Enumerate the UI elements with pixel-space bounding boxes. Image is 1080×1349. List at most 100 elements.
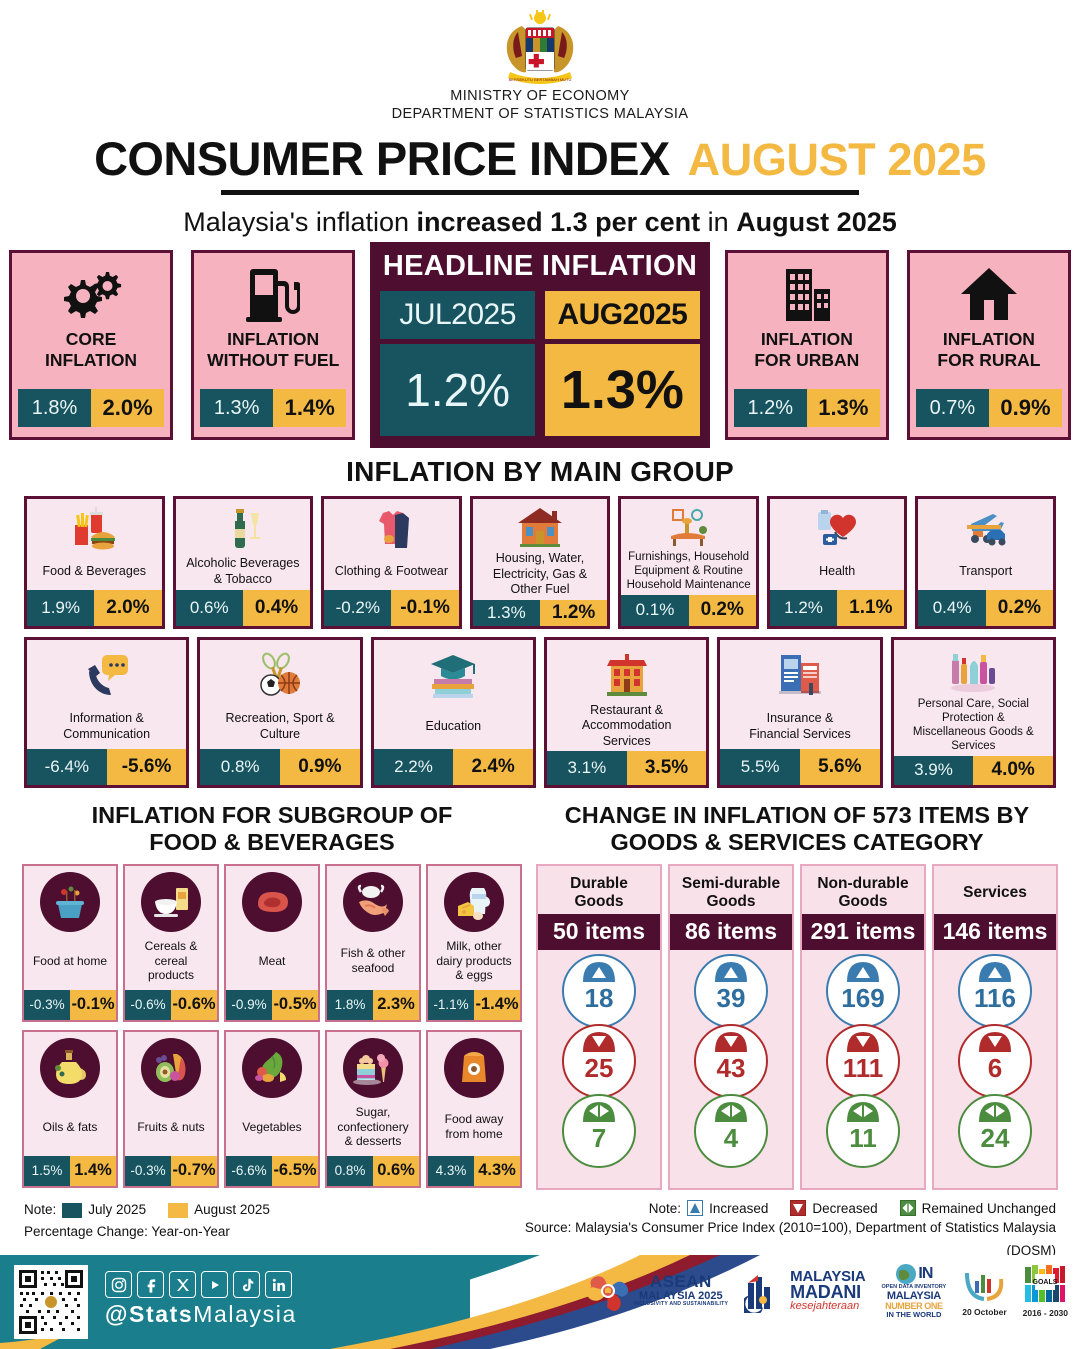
headline-august-column: AUG2025 1.3%: [545, 291, 700, 437]
main-group-values: -6.4% -5.6%: [27, 749, 187, 786]
arrow-up-icon: [581, 960, 617, 989]
food-subgroup-values: 1.5% 1.4%: [24, 1155, 116, 1186]
takeaway-bag-icon: [444, 1037, 504, 1098]
main-group-label: Insurance & Financial Services: [749, 711, 851, 741]
value-august: -0.5%: [272, 989, 318, 1020]
value-august: 1.4%: [70, 1155, 116, 1186]
value-july: -0.3%: [24, 989, 70, 1020]
category-name: Durable Goods: [570, 874, 628, 910]
social-handle: @StatsMalaysia: [105, 1301, 297, 1328]
stats-day-line1: 20 October: [962, 1306, 1007, 1317]
sdg-malaysia-logo: GOALS 2016 - 2030: [1023, 1263, 1068, 1318]
value-july: 1.9%: [26, 590, 95, 627]
partner-logos: ASEAN MALAYSIA 2025 INCLUSIVITY AND SUST…: [586, 1263, 1068, 1319]
category-card-non-durable-goods: Non-durable Goods 291 items 169 111 11: [800, 863, 926, 1190]
asean-malaysia-2025-logo: ASEAN MALAYSIA 2025 INCLUSIVITY AND SUST…: [586, 1269, 729, 1313]
category-item-count: 291 items: [802, 913, 924, 950]
food-subgroup-card: Vegetables -6.6% -6.5%: [224, 1029, 320, 1188]
qr-code[interactable]: [14, 1265, 88, 1339]
facebook-icon[interactable]: [137, 1271, 164, 1298]
food-subgroup-card: Food away from home 4.3% 4.3%: [426, 1029, 522, 1188]
arrow-up-icon: [977, 960, 1013, 989]
x-twitter-icon[interactable]: [169, 1271, 196, 1298]
goods-services-category-panel: CHANGE IN INFLATION OF 573 ITEMS BY GOOD…: [536, 802, 1058, 1190]
footnotes-right: Note: Increased Decreased Remained Uncha…: [494, 1199, 1056, 1263]
value-august: 0.2%: [688, 594, 756, 627]
main-group-label: Health: [819, 564, 856, 579]
fuel-pump-icon: [246, 263, 301, 325]
main-group-label: Furnishings, Household Equipment & Routi…: [626, 550, 751, 592]
food-subgroup-values: 1.8% 2.3%: [327, 989, 419, 1020]
unchanged-count: 4: [723, 1122, 739, 1153]
main-group-card: Food & Beverages 1.9% 2.0%: [23, 496, 165, 630]
footnotes-left: Note: July 2025 August 2025 Percentage C…: [24, 1200, 494, 1263]
page-header: BERSEKUTU BERTAMBAH MUTU MINISTRY OF ECO…: [0, 0, 1080, 238]
value-august: 0.2%: [985, 590, 1054, 627]
odin-line3: MALAYSIA: [886, 1289, 941, 1302]
food-subgroup-values: -0.3% -0.1%: [24, 989, 116, 1020]
social-links: @StatsMalaysia: [105, 1271, 297, 1328]
food-subgroup-label: Fish & other seafood: [340, 946, 406, 975]
kpi-label: INFLATION WITHOUT FUEL: [207, 329, 340, 371]
value-august: 2.4%: [453, 749, 534, 786]
value-july: 1.3%: [472, 599, 541, 627]
value-july: 0.7%: [915, 389, 989, 428]
main-group-card: Transport 0.4% 0.2%: [915, 496, 1057, 630]
fruits-nuts-icon: [141, 1037, 201, 1098]
title-underline: [221, 190, 859, 196]
legend-period: Note: July 2025 August 2025: [24, 1200, 494, 1221]
increased-circle: 18: [562, 953, 636, 1028]
main-group-values: 1.3% 1.2%: [472, 599, 608, 627]
sports-balls-icon: [255, 646, 305, 704]
increased-circle: 39: [694, 953, 768, 1028]
decreased-circle: 6: [958, 1023, 1032, 1098]
main-group-values: -0.2% -0.1%: [324, 590, 459, 627]
note-label: Note:: [648, 1200, 682, 1216]
linkedin-icon[interactable]: [265, 1271, 292, 1298]
value-july: 3.9%: [893, 755, 974, 786]
madani-line2: MADANI: [790, 1281, 861, 1302]
food-subgroup-card: Milk, other dairy products & eggs -1.1% …: [426, 863, 522, 1022]
odin-line5: IN THE WORLD: [886, 1309, 942, 1319]
kpi-card-inflation-rural: INFLATION FOR RURAL 0.7% 0.9%: [906, 250, 1072, 441]
headline-july-column: JUL2025 1.2%: [380, 291, 536, 437]
unchanged-circle: 4: [694, 1093, 768, 1168]
office-building-icon: [778, 263, 836, 325]
value-july: 0.8%: [327, 1155, 373, 1186]
arrow-down-icon: [581, 1030, 617, 1059]
category-name: Services: [963, 883, 1027, 901]
category-item-count: 50 items: [538, 913, 660, 950]
swatch-august: [168, 1202, 189, 1218]
category-card-services: Services 146 items 116 6 24: [932, 863, 1058, 1190]
category-change-stack: 39 43 4: [694, 953, 768, 1168]
main-group-card: Restaurant & Accommodation Services 3.1%…: [544, 637, 710, 789]
category-item-count: 146 items: [934, 913, 1056, 950]
category-card-semi-durable-goods: Semi-durable Goods 86 items 39 43 4: [668, 863, 794, 1190]
seafood-icon: [343, 871, 403, 932]
main-group-label: Information & Communication: [63, 711, 151, 741]
main-group-card: Information & Communication -6.4% -5.6%: [24, 637, 190, 789]
main-group-card: Education 2.2% 2.4%: [370, 637, 536, 789]
tiktok-icon[interactable]: [233, 1271, 260, 1298]
instagram-icon[interactable]: [105, 1271, 132, 1298]
malaysia-madani-logo: MALAYSIA MADANI kesejahteraan: [744, 1269, 866, 1313]
value-july: -6.4%: [27, 749, 107, 786]
decreased-circle: 43: [694, 1023, 768, 1098]
category-name: Semi-durable Goods: [681, 874, 781, 910]
value-august: 5.6%: [800, 749, 880, 786]
increased-circle: 169: [826, 953, 900, 1028]
footnotes: Note: July 2025 August 2025 Percentage C…: [0, 1199, 1080, 1263]
food-subgroup-card: Cereals & cereal products -0.6% -0.6%: [123, 863, 219, 1022]
arrow-left-right-icon: [845, 1100, 881, 1129]
odin-line4: NUMBER ONE: [885, 1300, 943, 1311]
swatch-july: [62, 1202, 83, 1218]
meat-icon: [242, 871, 302, 932]
headline-july-month: JUL2025: [380, 291, 536, 340]
personal-care-icon: [948, 646, 998, 694]
fast-food-icon: [72, 505, 116, 553]
madani-line3: kesejahteraan: [790, 1299, 860, 1312]
arrow-down-icon: [713, 1030, 749, 1059]
value-july: 2.2%: [373, 749, 454, 786]
legend-increased-label: Increased: [709, 1200, 769, 1216]
youtube-icon[interactable]: [201, 1271, 228, 1298]
